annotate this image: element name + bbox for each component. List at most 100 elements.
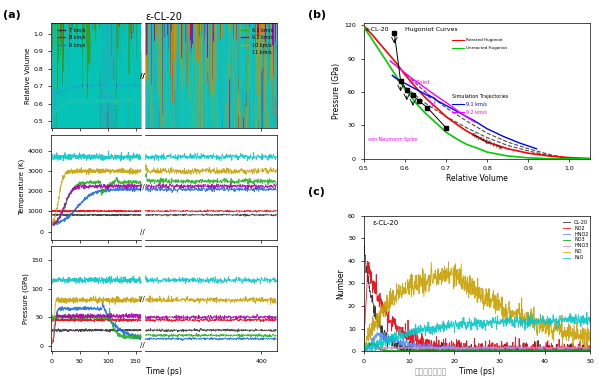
NO3 — [586, 349, 594, 353]
Line: HNO3: HNO3 — [364, 346, 590, 351]
NO2 — [532, 340, 539, 345]
Y-axis label: Pressure (GPa): Pressure (GPa) — [22, 273, 29, 324]
Line: NO3: NO3 — [364, 342, 590, 351]
X-axis label: Relative Volume: Relative Volume — [446, 174, 508, 183]
Text: (b): (b) — [308, 10, 326, 20]
NO3 — [492, 349, 499, 354]
Text: Hugoniot Curves: Hugoniot Curves — [405, 27, 457, 32]
HNO3 — [498, 345, 505, 350]
Y-axis label: Number: Number — [336, 268, 345, 299]
NO3 — [382, 349, 389, 354]
Text: 9.2 km/s: 9.2 km/s — [467, 110, 488, 115]
Text: von Neumann Spike: von Neumann Spike — [368, 137, 417, 142]
Legend: CL-20, NO2, HNO2, NO3, HNO3, NO, N₂O: CL-20, NO2, HNO2, NO3, HNO3, NO, N₂O — [561, 218, 590, 262]
HNO2 — [360, 349, 367, 354]
NO2 — [374, 295, 382, 299]
CL-20 — [398, 349, 406, 354]
N₂O — [497, 318, 504, 323]
Line: CL-20: CL-20 — [364, 239, 590, 351]
NO — [586, 339, 594, 344]
NO2 — [555, 342, 562, 347]
Text: ε-CL-20: ε-CL-20 — [373, 220, 399, 226]
Text: 科学与凝聳物理: 科学与凝聳物理 — [415, 367, 447, 376]
NO3 — [498, 348, 505, 352]
HNO2 — [492, 349, 499, 354]
Title: ε-CL-20: ε-CL-20 — [146, 12, 183, 22]
N₂O — [586, 315, 594, 320]
HNO2 — [586, 349, 594, 354]
CL-20 — [533, 349, 540, 354]
CL-20 — [555, 349, 562, 353]
Text: Rayleigh Line: Rayleigh Line — [471, 132, 503, 151]
N₂O — [583, 310, 591, 315]
N₂O — [360, 349, 367, 354]
HNO3 — [360, 349, 367, 354]
CL-20 — [505, 349, 512, 354]
Text: 9.1 km/s: 9.1 km/s — [467, 102, 488, 107]
Text: //: // — [140, 73, 145, 79]
Text: Unreacted Hugoniot: Unreacted Hugoniot — [467, 46, 507, 50]
CL-20 — [374, 319, 382, 323]
Text: Reacted Hugoniot: Reacted Hugoniot — [467, 39, 503, 42]
Text: //: // — [140, 73, 145, 79]
Text: CJ Point: CJ Point — [409, 80, 431, 98]
NO — [492, 312, 499, 316]
Y-axis label: Temperature (K): Temperature (K) — [19, 159, 25, 215]
NO — [533, 316, 540, 320]
NO — [555, 325, 562, 330]
HNO3 — [586, 347, 594, 351]
N₂O — [504, 317, 512, 322]
NO2 — [364, 259, 371, 264]
N₂O — [532, 319, 539, 324]
HNO3 — [360, 348, 367, 353]
Text: ε-CL-20: ε-CL-20 — [365, 27, 389, 32]
NO — [374, 311, 382, 316]
CL-20 — [360, 236, 367, 241]
NO — [360, 338, 367, 342]
HNO2 — [374, 330, 381, 335]
Legend: 9.1 km/s, 9.2 km/s, 10 km/s, 11 km/s: 9.1 km/s, 9.2 km/s, 10 km/s, 11 km/s — [239, 25, 275, 57]
N₂O — [491, 321, 498, 325]
Line: N₂O: N₂O — [364, 312, 590, 351]
CL-20 — [492, 349, 499, 354]
Line: NO2: NO2 — [364, 261, 590, 351]
NO3 — [555, 349, 562, 354]
NO2 — [498, 349, 505, 354]
NO3 — [374, 345, 382, 350]
NO2 — [586, 347, 594, 351]
Y-axis label: Pressure (GPa): Pressure (GPa) — [332, 63, 341, 119]
NO — [498, 308, 505, 313]
NO2 — [504, 349, 512, 354]
NO3 — [505, 347, 512, 352]
Line: NO: NO — [364, 262, 590, 351]
NO — [505, 308, 512, 313]
CL-20 — [360, 241, 367, 245]
HNO3 — [428, 344, 435, 348]
NO2 — [360, 349, 367, 354]
HNO3 — [555, 347, 562, 352]
X-axis label: Time (ps): Time (ps) — [146, 367, 182, 376]
Text: //: // — [140, 229, 145, 235]
NO3 — [360, 347, 367, 352]
CL-20 — [586, 348, 594, 353]
HNO2 — [532, 347, 539, 352]
Text: //: // — [140, 342, 145, 348]
NO3 — [533, 349, 540, 353]
Line: HNO2: HNO2 — [364, 332, 590, 351]
CL-20 — [498, 349, 505, 354]
Text: (a): (a) — [3, 10, 21, 20]
N₂O — [555, 325, 562, 330]
HNO3 — [374, 345, 382, 350]
NO — [361, 349, 368, 354]
HNO2 — [504, 346, 512, 350]
HNO2 — [498, 346, 505, 350]
Text: //: // — [140, 184, 145, 190]
HNO3 — [505, 346, 512, 351]
HNO3 — [492, 345, 499, 350]
X-axis label: Time (ps): Time (ps) — [459, 367, 495, 376]
Text: (c): (c) — [308, 187, 325, 197]
HNO2 — [555, 349, 562, 353]
Text: //: // — [140, 296, 145, 302]
Text: Simulation Trajectories: Simulation Trajectories — [452, 94, 509, 98]
NO3 — [365, 340, 373, 345]
